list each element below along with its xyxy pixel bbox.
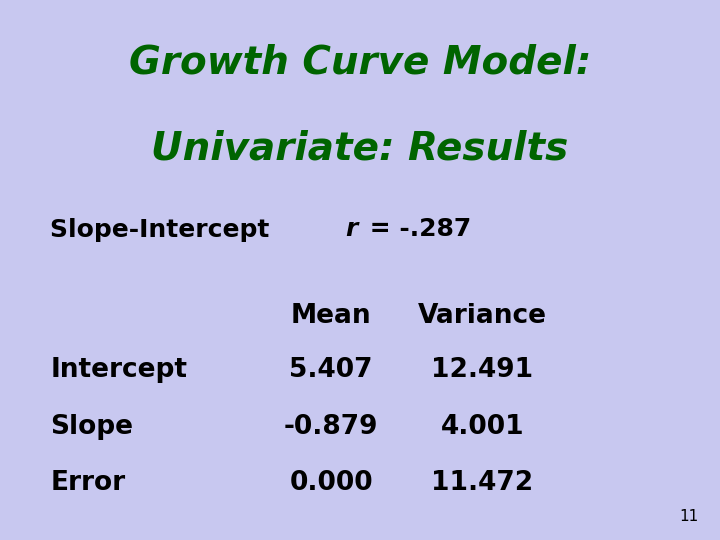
Text: Variance: Variance <box>418 303 547 329</box>
Text: 4.001: 4.001 <box>441 414 524 440</box>
Text: -0.879: -0.879 <box>284 414 379 440</box>
Text: Intercept: Intercept <box>50 357 187 383</box>
Text: Mean: Mean <box>291 303 372 329</box>
Text: Error: Error <box>50 470 125 496</box>
Text: Univariate: Results: Univariate: Results <box>151 130 569 167</box>
Text: 5.407: 5.407 <box>289 357 373 383</box>
Text: 11: 11 <box>679 509 698 524</box>
Text: r: r <box>345 218 357 241</box>
Text: 0.000: 0.000 <box>289 470 373 496</box>
Text: Slope-Intercept: Slope-Intercept <box>50 218 279 241</box>
Text: Slope: Slope <box>50 414 133 440</box>
Text: Growth Curve Model:: Growth Curve Model: <box>129 43 591 81</box>
Text: 12.491: 12.491 <box>431 357 534 383</box>
Text: 11.472: 11.472 <box>431 470 534 496</box>
Text: = -.287: = -.287 <box>361 218 471 241</box>
